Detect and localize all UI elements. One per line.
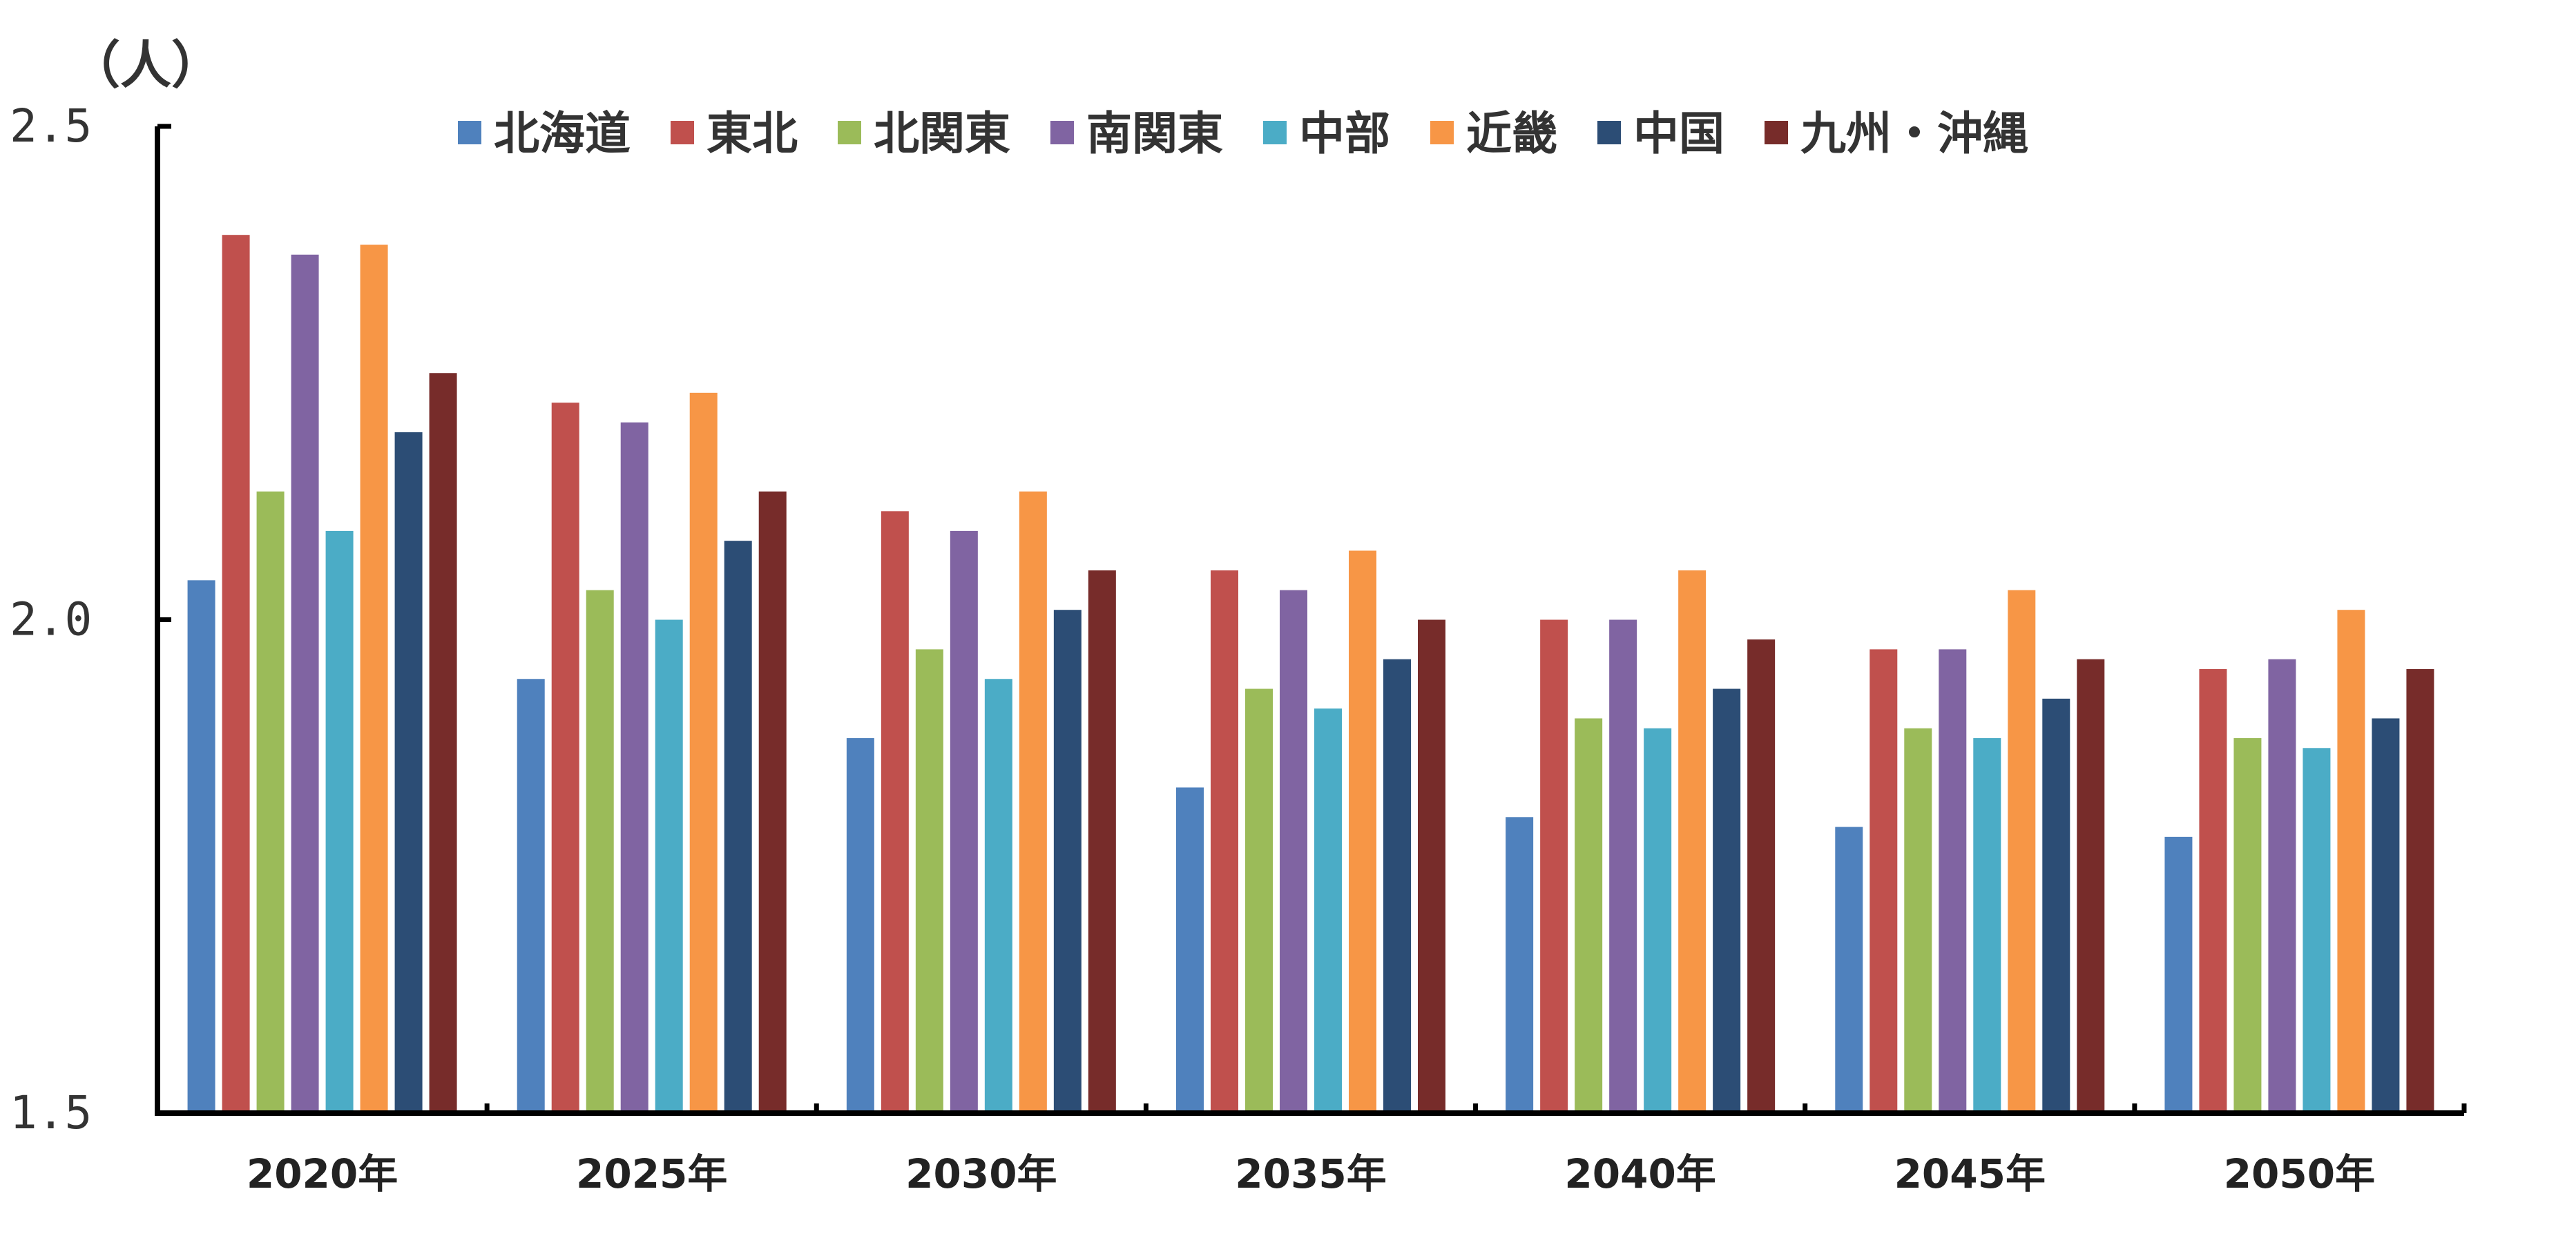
bar [2337, 610, 2365, 1113]
bar [291, 254, 319, 1113]
bar [586, 590, 614, 1113]
bar [2042, 698, 2070, 1113]
legend-swatch [1050, 121, 1074, 144]
bar [1678, 570, 1707, 1113]
bar [187, 580, 215, 1113]
bar [517, 679, 545, 1113]
x-category-label: 2040年 [1564, 1150, 1715, 1197]
bar [1383, 659, 1411, 1113]
bar [1418, 619, 1445, 1113]
bar [689, 392, 718, 1113]
bar [1506, 817, 1534, 1113]
bar [724, 541, 752, 1113]
legend-swatch [458, 121, 481, 144]
legend-label: 九州・沖縄 [1800, 107, 2028, 160]
bar [2303, 748, 2331, 1113]
bar [1973, 737, 2001, 1113]
bar [1280, 590, 1307, 1113]
bar [1869, 649, 1898, 1113]
y-axis-unit-label: （人） [69, 36, 222, 95]
legend-swatch [838, 121, 861, 144]
bar [1939, 649, 1967, 1113]
x-axis-labels: 2020年 2025年 2030年 2035年 2040年 2045年 2050年 [247, 1150, 2375, 1197]
x-category-label: 2020年 [247, 1150, 398, 1197]
bar [915, 649, 943, 1113]
bar [881, 511, 909, 1113]
bar [1540, 619, 1568, 1113]
bar [1349, 550, 1376, 1113]
bar [1245, 688, 1273, 1113]
bar [551, 403, 579, 1113]
bar [2164, 836, 2193, 1113]
legend-swatch [1597, 121, 1621, 144]
x-category-label: 2035年 [1235, 1150, 1386, 1197]
bar [1575, 718, 1603, 1113]
bar [2233, 737, 2262, 1113]
y-tick-label: 2.5 [10, 99, 92, 153]
legend-label: 南関東 [1086, 107, 1223, 160]
bar [984, 679, 1012, 1113]
bar [394, 432, 423, 1113]
y-axis-ticks: 1.5 2.0 2.5 [10, 99, 171, 1139]
bar [1211, 570, 1238, 1113]
bar [325, 530, 354, 1113]
bar [256, 491, 285, 1113]
bar [2406, 668, 2434, 1113]
legend-swatch [1765, 121, 1788, 144]
x-category-label: 2045年 [1894, 1150, 2046, 1197]
legend-label: 中国 [1633, 107, 1724, 160]
bar [655, 619, 683, 1113]
legend: 北海道 東北 北関東 南関東 中部 近畿 中国 九州・沖縄 [458, 107, 2028, 160]
legend-swatch [1263, 121, 1287, 144]
legend-label: 中部 [1299, 107, 1390, 160]
bar [2008, 590, 2036, 1113]
bar [1176, 787, 1204, 1113]
bar [1904, 728, 1932, 1113]
bar [360, 244, 388, 1114]
legend-label: 北関東 [874, 107, 1010, 160]
x-category-label: 2025年 [576, 1150, 727, 1197]
bar [2268, 659, 2296, 1113]
bar [429, 373, 457, 1113]
legend-swatch [1430, 121, 1454, 144]
x-category-label: 2050年 [2224, 1150, 2375, 1197]
bar [222, 235, 250, 1114]
bar [1609, 619, 1637, 1113]
bar [1644, 728, 1672, 1113]
bar [1088, 570, 1116, 1113]
y-tick-label: 2.0 [10, 593, 92, 646]
bar [2077, 659, 2105, 1113]
legend-label: 東北 [707, 107, 798, 160]
legend-swatch [671, 121, 694, 144]
x-category-label: 2030年 [905, 1150, 1057, 1197]
legend-label: 近畿 [1466, 107, 1557, 160]
bar [620, 422, 648, 1113]
bar [2199, 668, 2227, 1113]
bar [846, 737, 874, 1113]
bar [1314, 708, 1342, 1113]
bar [2372, 718, 2400, 1113]
bar [950, 530, 978, 1113]
bar [1747, 639, 1776, 1113]
bars [187, 235, 2434, 1114]
bar [758, 491, 787, 1113]
axes [155, 126, 2467, 1116]
legend-label: 北海道 [494, 107, 631, 160]
y-tick-label: 1.5 [10, 1086, 92, 1139]
bar [1019, 491, 1047, 1113]
bar [1053, 610, 1082, 1113]
bar [1835, 827, 1863, 1113]
bar [1713, 688, 1741, 1113]
